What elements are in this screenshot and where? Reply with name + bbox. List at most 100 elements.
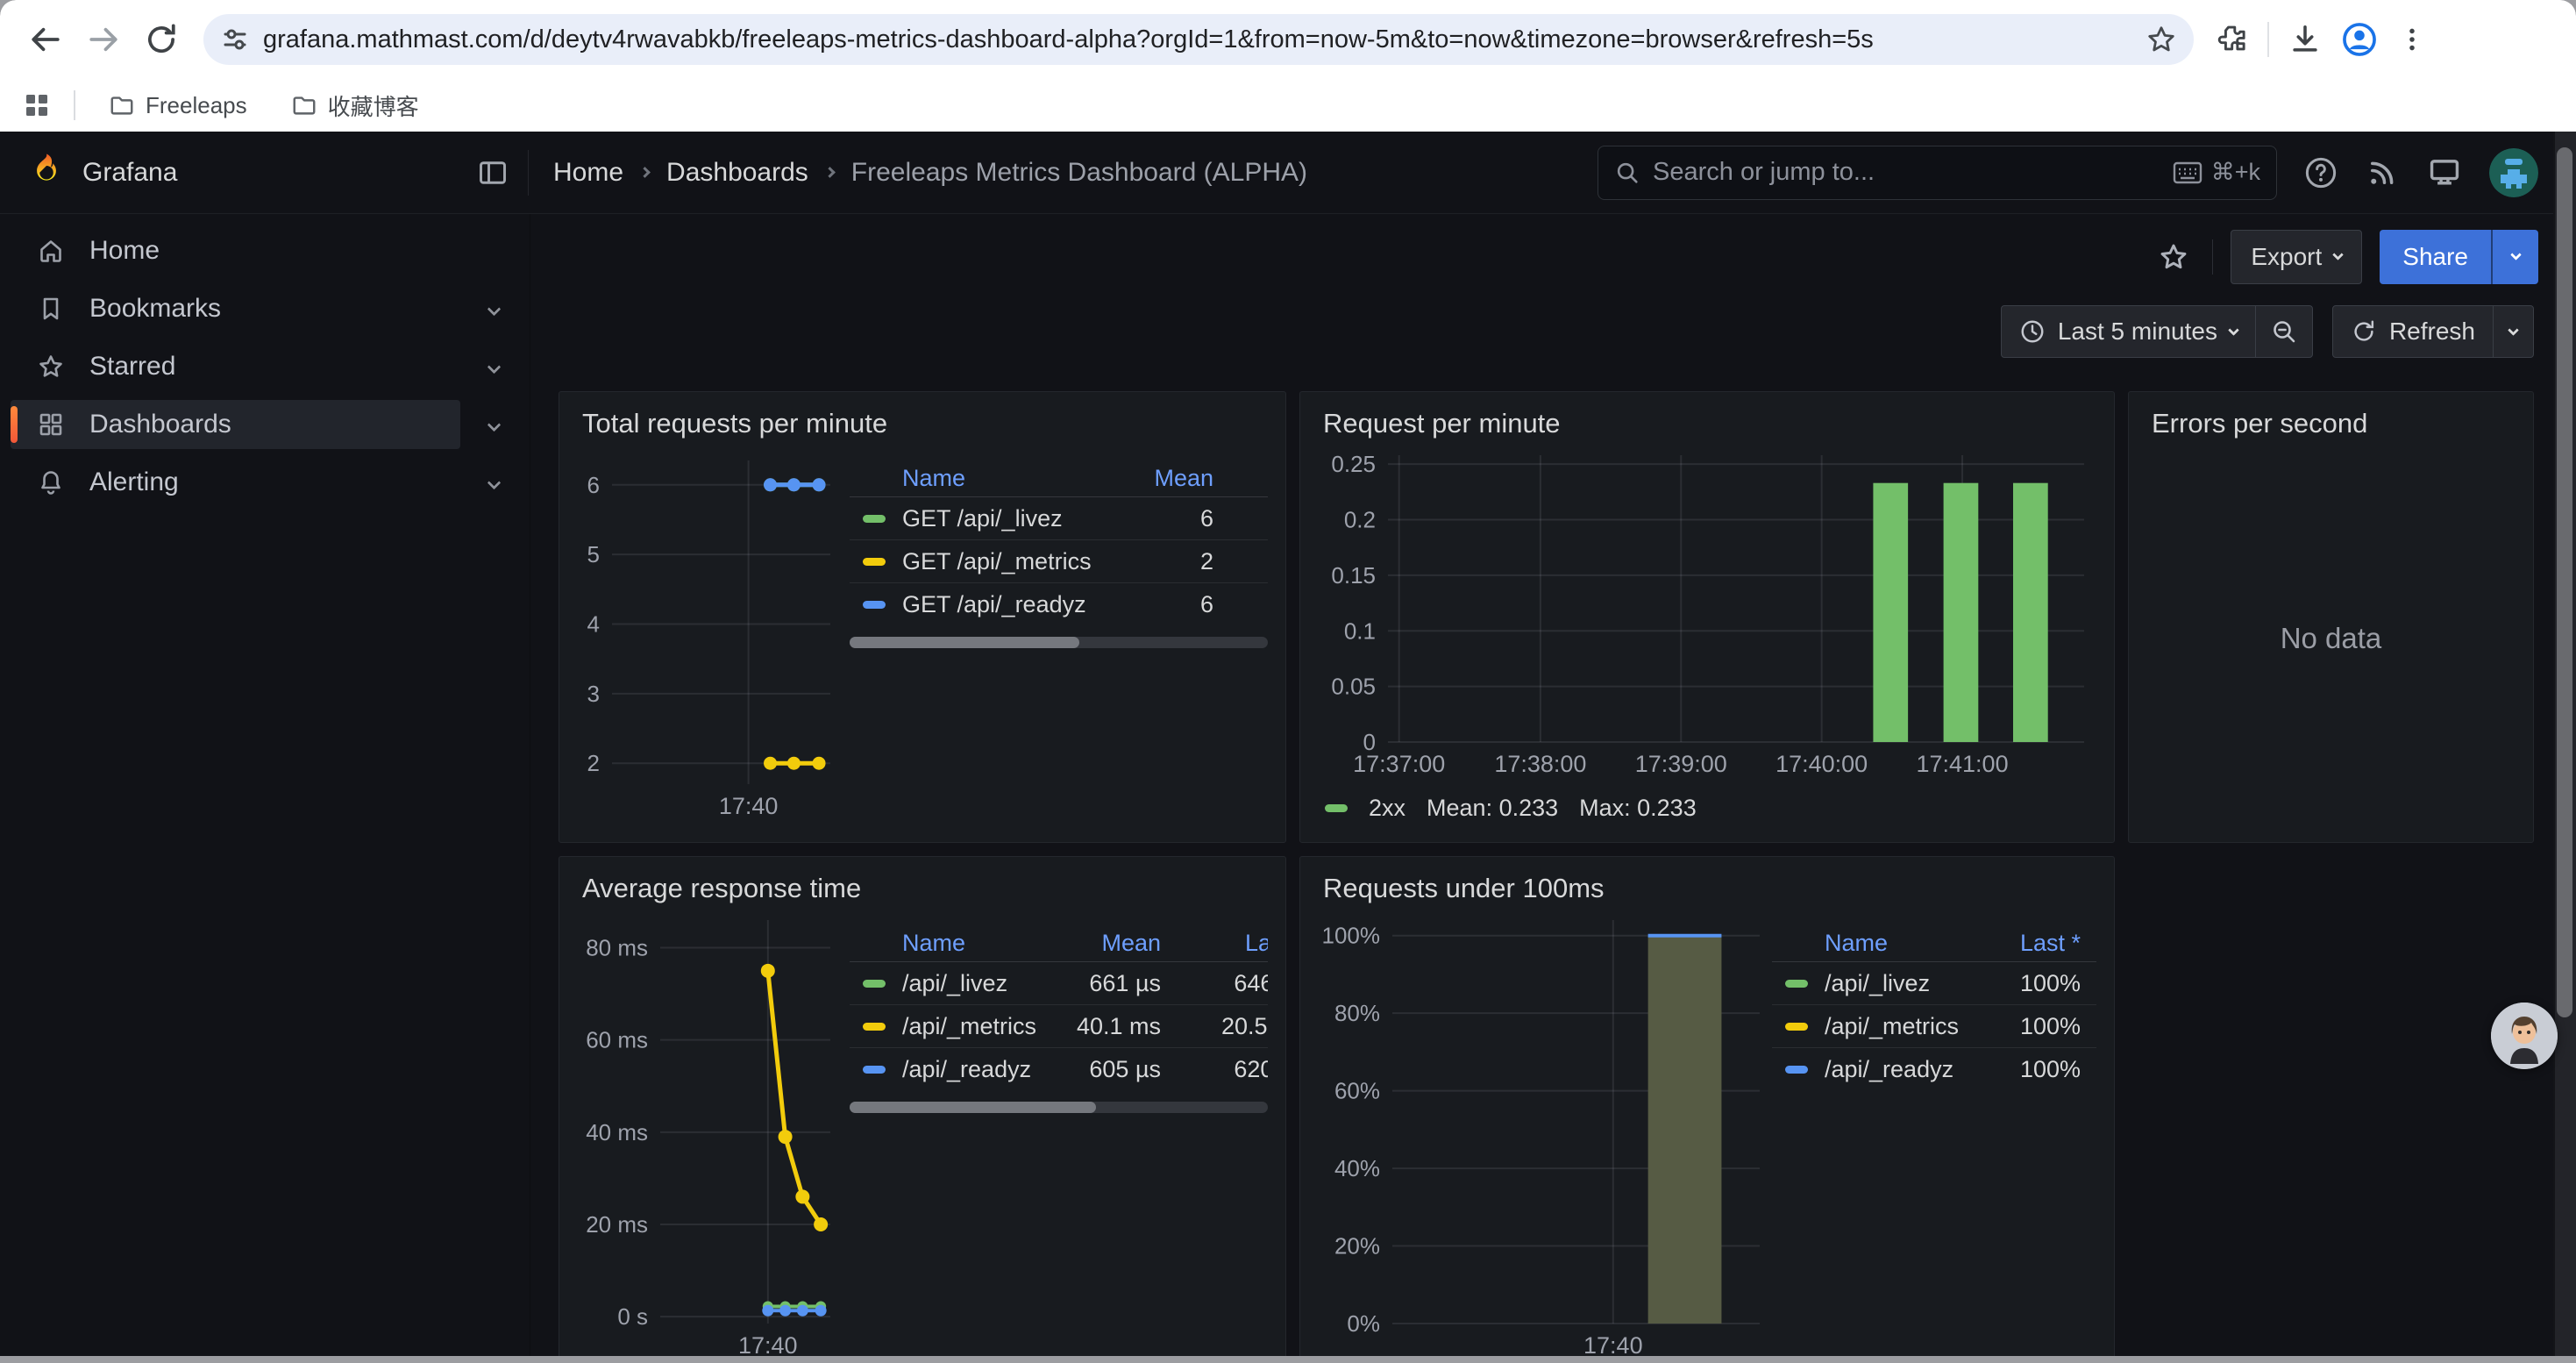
search-input[interactable]	[1653, 158, 2160, 187]
legend-header-mean[interactable]: Mean	[1056, 930, 1161, 957]
export-button[interactable]: Export	[2231, 230, 2362, 284]
legend-scrollbar[interactable]	[850, 637, 1268, 648]
panel-total-requests-per-minute: Total requests per minute 6543217:40 Nam…	[559, 391, 1286, 843]
grafana-app: Grafana Home Dashboards Freeleaps Metric…	[0, 132, 2576, 1356]
user-avatar[interactable]	[2489, 148, 2538, 197]
expand-chevron-icon[interactable]	[476, 291, 511, 326]
panel-title[interactable]: Errors per second	[2146, 404, 2516, 446]
forward-icon[interactable]	[79, 15, 128, 64]
share-button[interactable]: Share	[2380, 230, 2491, 284]
browser-toolbar	[0, 0, 2576, 79]
legend-row[interactable]: GET /api/_livez 6	[850, 497, 1268, 540]
zoom-out-icon	[2270, 318, 2298, 346]
site-settings-icon[interactable]	[221, 25, 249, 54]
expand-chevron-icon[interactable]	[476, 349, 511, 384]
legend-mean: Mean: 0.233	[1427, 795, 1558, 822]
expand-chevron-icon[interactable]	[476, 465, 511, 500]
panel-requests-under-100ms: Requests under 100ms 100%80%60%40%20%0%1…	[1299, 856, 2115, 1356]
sidebar-item-starred[interactable]: Starred	[11, 342, 460, 391]
legend-row[interactable]: /api/_metrics 40.1 ms 20.5 ms	[850, 1005, 1268, 1048]
legend-bottom[interactable]: 2xx Mean: 0.233 Max: 0.233	[1318, 786, 2096, 830]
floating-avatar[interactable]	[2491, 1003, 2558, 1069]
legend-header-mean[interactable]: Mean	[1108, 465, 1213, 492]
legend-row[interactable]: /api/_metrics 100%	[1772, 1005, 2096, 1048]
breadcrumb: Home Dashboards Freeleaps Metrics Dashbo…	[553, 158, 1307, 188]
share-menu-button[interactable]	[2491, 230, 2538, 284]
legend-header-last[interactable]: Last *	[1989, 930, 2081, 957]
apps-grid-icon[interactable]	[23, 91, 51, 119]
search-box[interactable]: ⌘+k	[1598, 146, 2277, 200]
reload-icon[interactable]	[137, 15, 186, 64]
breadcrumb-separator-icon	[824, 167, 836, 178]
time-range-group: Last 5 minutes	[2001, 305, 2313, 358]
svg-text:17:38:00: 17:38:00	[1494, 751, 1586, 777]
page-scrollbar-thumb[interactable]	[2557, 147, 2572, 1017]
app-body: Home Bookmarks	[0, 214, 2576, 1356]
url-input[interactable]	[263, 25, 2132, 54]
favorite-star-icon[interactable]	[2153, 236, 2195, 278]
panel-title[interactable]: Average response time	[577, 869, 1268, 911]
sidebar-toggle-icon[interactable]	[477, 157, 509, 189]
legend-scrollbar[interactable]	[850, 1102, 1268, 1113]
breadcrumb-dashboards[interactable]: Dashboards	[666, 158, 808, 188]
legend-header-name[interactable]: Name	[902, 465, 1108, 492]
sidebar-item-home[interactable]: Home	[11, 226, 460, 275]
toolbar-divider	[2212, 239, 2213, 275]
bar-chart[interactable]: 0.250.20.150.10.05017:37:0017:38:0017:39…	[1318, 446, 2096, 786]
svg-text:80 ms: 80 ms	[586, 935, 648, 961]
expand-chevron-icon[interactable]	[476, 407, 511, 442]
bookmark-label: Freeleaps	[146, 92, 247, 119]
grafana-logo[interactable]	[26, 153, 67, 193]
no-data-message: No data	[2146, 446, 2516, 830]
news-rss-icon[interactable]	[2365, 155, 2400, 190]
series-swatch	[863, 1023, 886, 1031]
sidebar-item-label: Home	[89, 236, 160, 266]
svg-text:0 s: 0 s	[617, 1303, 648, 1330]
clock-icon	[2019, 318, 2046, 345]
bookmark-folder-blogs[interactable]: 收藏博客	[281, 84, 430, 127]
grafana-header: Grafana Home Dashboards Freeleaps Metric…	[0, 132, 2576, 214]
refresh-button[interactable]: Refresh	[2333, 306, 2493, 357]
toolbar-divider	[2267, 22, 2269, 57]
svg-text:4: 4	[587, 610, 600, 637]
time-range-picker[interactable]: Last 5 minutes	[2002, 306, 2255, 357]
svg-text:17:40: 17:40	[1583, 1332, 1643, 1356]
refresh-interval-button[interactable]	[2493, 306, 2533, 357]
extensions-icon[interactable]	[2217, 24, 2248, 55]
help-icon[interactable]	[2303, 155, 2338, 190]
back-icon[interactable]	[21, 15, 70, 64]
bookmark-folder-freeleaps[interactable]: Freeleaps	[98, 87, 258, 125]
legend-row[interactable]: /api/_readyz 605 µs 620 µs	[850, 1048, 1268, 1091]
browser-menu-icon[interactable]	[2397, 25, 2427, 54]
panel-title[interactable]: Request per minute	[1318, 404, 2096, 446]
legend-header-last[interactable]: Last *	[1161, 930, 1268, 957]
folder-icon	[109, 92, 135, 118]
toolbar-actions	[2211, 21, 2427, 58]
legend-row[interactable]: /api/_readyz 100%	[1772, 1048, 2096, 1091]
sidebar-item-dashboards[interactable]: Dashboards	[11, 400, 460, 449]
area-chart[interactable]: 100%80%60%40%20%0%17:40	[1318, 911, 1772, 1356]
panel-title[interactable]: Total requests per minute	[577, 404, 1268, 446]
legend-series-label[interactable]: 2xx	[1369, 795, 1405, 822]
bookmark-star-icon[interactable]	[2146, 25, 2176, 54]
breadcrumb-home[interactable]: Home	[553, 158, 623, 188]
svg-text:40%: 40%	[1334, 1155, 1380, 1181]
legend-row[interactable]: GET /api/_readyz 6	[850, 583, 1268, 626]
profile-icon[interactable]	[2341, 21, 2378, 58]
legend-header-name[interactable]: Name	[902, 930, 1056, 957]
sidebar-item-alerting[interactable]: Alerting	[11, 458, 460, 507]
address-bar[interactable]	[203, 14, 2194, 65]
legend-header-name[interactable]: Name	[1825, 930, 1989, 957]
monitor-icon[interactable]	[2426, 154, 2463, 191]
downloads-icon[interactable]	[2288, 23, 2322, 56]
panel-title[interactable]: Requests under 100ms	[1318, 869, 2096, 911]
legend-row[interactable]: /api/_livez 100%	[1772, 962, 2096, 1005]
legend-row[interactable]: GET /api/_metrics 2	[850, 540, 1268, 583]
series-swatch	[1325, 804, 1348, 812]
series-swatch	[1785, 980, 1808, 988]
timeseries-chart[interactable]: 6543217:40	[577, 446, 850, 830]
zoom-out-button[interactable]	[2255, 306, 2312, 357]
sidebar-item-bookmarks[interactable]: Bookmarks	[11, 284, 460, 333]
timeseries-chart[interactable]: 80 ms60 ms40 ms20 ms0 s17:40	[577, 911, 850, 1356]
legend-row[interactable]: /api/_livez 661 µs 646 µs	[850, 962, 1268, 1005]
